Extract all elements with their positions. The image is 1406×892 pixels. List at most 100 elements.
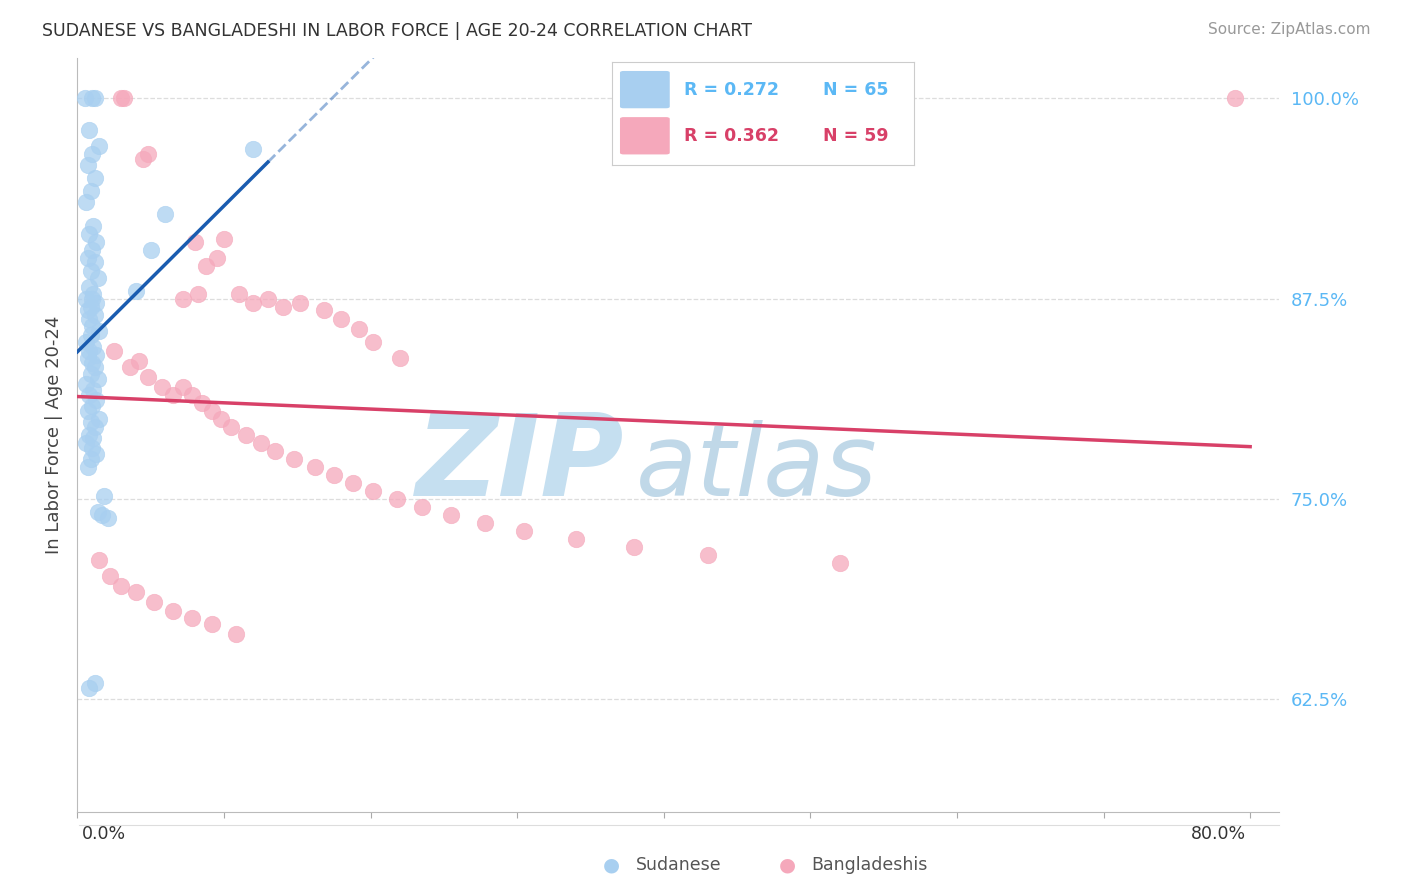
Point — [84, 676, 107, 690]
Point — [86, 296, 108, 310]
Point — [86, 447, 108, 461]
Point — [79, 328, 101, 343]
Point — [209, 412, 232, 426]
Point — [172, 380, 194, 394]
Point — [132, 152, 155, 166]
Point — [363, 334, 385, 349]
Text: Bangladeshis: Bangladeshis — [811, 856, 928, 874]
Point — [271, 300, 294, 314]
Point — [347, 322, 370, 336]
FancyBboxPatch shape — [620, 71, 669, 108]
Text: SUDANESE VS BANGLADESHI IN LABOR FORCE | AGE 20-24 CORRELATION CHART: SUDANESE VS BANGLADESHI IN LABOR FORCE |… — [42, 22, 752, 40]
Point — [86, 348, 108, 362]
Point — [77, 227, 100, 242]
Point — [205, 252, 228, 266]
Point — [84, 171, 107, 186]
Point — [80, 441, 103, 455]
Text: N = 65: N = 65 — [824, 80, 889, 99]
Point — [80, 244, 103, 258]
Point — [363, 483, 385, 498]
Point — [98, 569, 121, 583]
Point — [77, 312, 100, 326]
Point — [283, 451, 305, 466]
Point — [87, 270, 110, 285]
Point — [77, 388, 100, 402]
Point — [235, 427, 257, 442]
Point — [183, 235, 205, 250]
Point — [76, 351, 98, 365]
Point — [696, 548, 718, 562]
Text: 0.0%: 0.0% — [82, 825, 127, 843]
Text: ●: ● — [603, 855, 620, 875]
Point — [89, 324, 111, 338]
Point — [162, 604, 184, 618]
Point — [82, 431, 104, 445]
Point — [136, 147, 159, 161]
Point — [79, 300, 101, 314]
Point — [195, 260, 218, 274]
Point — [80, 399, 103, 413]
Point — [172, 292, 194, 306]
Point — [139, 244, 162, 258]
Point — [89, 553, 111, 567]
Point — [565, 532, 588, 546]
Point — [201, 617, 224, 632]
Point — [89, 412, 111, 426]
Point — [304, 459, 326, 474]
Point — [84, 420, 107, 434]
Point — [828, 556, 851, 570]
Text: N = 59: N = 59 — [824, 127, 889, 145]
Point — [87, 505, 110, 519]
Point — [125, 284, 148, 298]
Point — [76, 404, 98, 418]
Point — [79, 367, 101, 381]
Point — [79, 184, 101, 198]
Point — [623, 540, 645, 554]
FancyBboxPatch shape — [620, 118, 669, 153]
Point — [180, 610, 202, 624]
Point — [84, 360, 107, 375]
Text: R = 0.272: R = 0.272 — [685, 80, 779, 99]
Point — [288, 296, 311, 310]
Point — [77, 681, 100, 696]
Point — [191, 396, 214, 410]
Point — [112, 91, 135, 105]
Point — [75, 334, 97, 349]
Point — [136, 370, 159, 384]
Point — [91, 508, 114, 522]
Point — [150, 380, 173, 394]
Point — [87, 372, 110, 386]
Point — [86, 235, 108, 250]
Point — [84, 308, 107, 322]
Point — [162, 388, 184, 402]
Point — [77, 344, 100, 359]
Point — [75, 195, 97, 210]
Point — [180, 388, 202, 402]
Point — [84, 254, 107, 268]
Point — [80, 292, 103, 306]
Point — [249, 435, 271, 450]
Point — [155, 206, 177, 220]
Point — [76, 459, 98, 474]
Point — [474, 516, 496, 530]
Point — [125, 585, 148, 599]
Point — [120, 360, 142, 375]
Point — [86, 392, 108, 407]
Point — [312, 302, 335, 317]
Text: 80.0%: 80.0% — [1191, 825, 1246, 843]
Point — [110, 579, 132, 593]
Point — [77, 123, 100, 137]
Point — [219, 420, 242, 434]
Point — [79, 264, 101, 278]
Point — [76, 252, 98, 266]
Point — [388, 351, 411, 365]
Point — [201, 404, 224, 418]
Point — [79, 451, 101, 466]
Point — [89, 139, 111, 153]
Point — [1225, 91, 1247, 105]
Point — [257, 292, 280, 306]
Point — [228, 286, 250, 301]
Text: atlas: atlas — [637, 420, 877, 517]
Point — [80, 147, 103, 161]
Point — [212, 232, 235, 246]
